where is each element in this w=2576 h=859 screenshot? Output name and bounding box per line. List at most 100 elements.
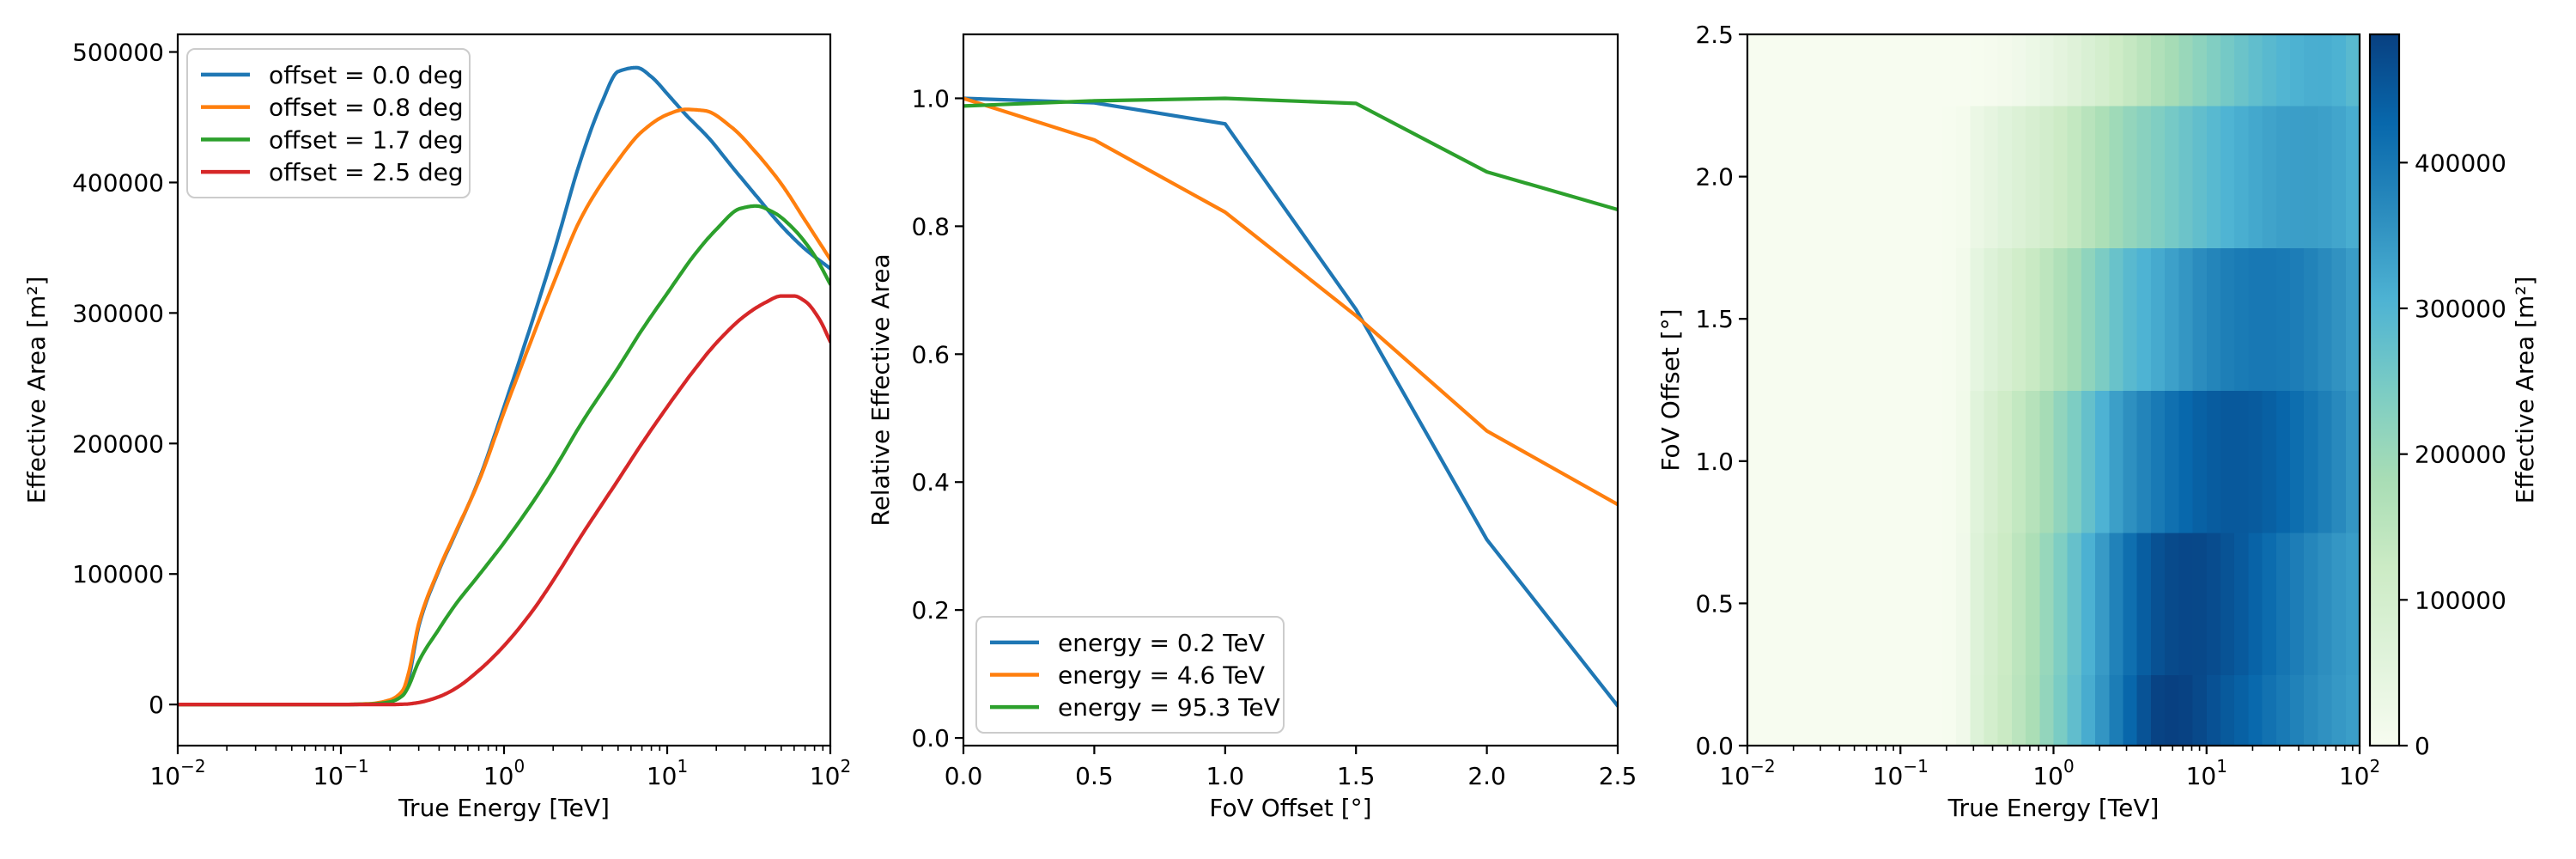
heatmap-cell (2095, 247, 2111, 391)
heatmap-cell (1844, 674, 1860, 746)
heatmap-cell (1831, 34, 1846, 107)
heatmap-cell (1956, 247, 1971, 391)
heatmap-cell (2053, 390, 2069, 533)
x-tick-label: 10−1 (1873, 756, 1929, 790)
heatmap-cell (1858, 34, 1874, 107)
series-line (178, 294, 830, 707)
heatmap-cell (2053, 532, 2069, 675)
heatmap-cell (1789, 390, 1804, 533)
heatmap-cell (1747, 532, 1763, 675)
heatmap-cell (2220, 390, 2235, 533)
heatmap-cell (2345, 674, 2360, 746)
x-tick-label: 10−2 (149, 756, 205, 790)
heatmap-cell (2109, 247, 2124, 391)
heatmap-cell (2234, 390, 2250, 533)
x-tick-label: 101 (647, 756, 688, 790)
y-tick-label: 0 (149, 691, 164, 719)
heatmap-cell (2289, 105, 2305, 249)
heatmap-cell (1831, 390, 1846, 533)
heatmap-cell (2192, 390, 2208, 533)
heatmap-cell (2248, 390, 2263, 533)
y-tick-label: 1.0 (1695, 448, 1734, 476)
heatmap-cell (2026, 34, 2041, 107)
heatmap-cell (1941, 247, 1957, 391)
heatmap-cell (1941, 105, 1957, 249)
y-tick-label: 2.5 (1695, 21, 1734, 49)
heatmap-cell (2178, 390, 2194, 533)
heatmap-cell (2150, 674, 2166, 746)
heatmap-cell (2136, 532, 2152, 675)
colorbar-tick-label: 0 (2415, 732, 2430, 760)
heatmap-cell (1886, 247, 1902, 391)
heatmap-cell (2011, 532, 2026, 675)
y-tick-label: 1.5 (1695, 305, 1734, 333)
heatmap-cell (2039, 247, 2055, 391)
axis-ticks (955, 97, 1619, 754)
heatmap-cell (2095, 34, 2111, 107)
heatmap-cell (2067, 247, 2082, 391)
heatmap-cell (1817, 105, 1832, 249)
heatmap-cell (2318, 674, 2333, 746)
heatmap-cell (1844, 105, 1860, 249)
heatmap-cell (1817, 390, 1832, 533)
heatmap-cell (1900, 532, 1916, 675)
heatmap-cell (2067, 105, 2082, 249)
heatmap-cell (2262, 532, 2277, 675)
colorbar-tick-label: 300000 (2415, 295, 2506, 323)
heatmap-cell (2053, 247, 2069, 391)
heatmap-cell (2248, 532, 2263, 675)
heatmap-cell (1914, 390, 1929, 533)
heatmap-cell (2067, 390, 2082, 533)
heatmap-cell (2123, 105, 2138, 249)
heatmap-cell (2331, 105, 2347, 249)
heatmap-cell (1956, 105, 1971, 249)
heatmap-cell (2234, 105, 2250, 249)
heatmap-cell (2178, 532, 2194, 675)
heatmap-cell (1997, 34, 2013, 107)
heatmap-cell (2165, 674, 2180, 746)
heatmap-cell (2262, 105, 2277, 249)
legend-entry-label: offset = 0.0 deg (269, 61, 464, 89)
plot-area (178, 65, 830, 707)
heatmap-cell (1747, 674, 1763, 746)
heatmap-cell (2095, 532, 2111, 675)
heatmap-cell (2262, 34, 2277, 107)
heatmap-cell (2289, 390, 2305, 533)
heatmap-cell (2248, 105, 2263, 249)
heatmap-cell (1775, 247, 1790, 391)
heatmap-cell (2039, 532, 2055, 675)
heatmap-cell (1970, 247, 1985, 391)
heatmap-cell (2109, 674, 2124, 746)
x-tick-label: 0.0 (945, 762, 983, 790)
heatmap-cell (1928, 247, 1943, 391)
heatmap-cell (2318, 34, 2333, 107)
heatmap-cell (2081, 674, 2096, 746)
heatmap-cell (1997, 674, 2013, 746)
y-tick-label: 0.2 (911, 596, 950, 624)
heatmap-cell (2234, 674, 2250, 746)
x-tick-label: 2.0 (1467, 762, 1506, 790)
heatmap-cell (2331, 532, 2347, 675)
heatmap-cell (1789, 34, 1804, 107)
heatmap-cell (2109, 532, 2124, 675)
heatmap-cell (1872, 105, 1887, 249)
heatmap-cell (2150, 390, 2166, 533)
heatmap-cell (1941, 532, 1957, 675)
heatmap-cell (2150, 105, 2166, 249)
heatmap-cell (2165, 247, 2180, 391)
heatmap-cell (1747, 390, 1763, 533)
legend: offset = 0.0 deg offset = 0.8 deg offset =… (186, 48, 471, 198)
heatmap-cell (1970, 674, 1985, 746)
heatmap-cell (1831, 105, 1846, 249)
heatmap-cell (2053, 674, 2069, 746)
heatmap-cell (2345, 105, 2360, 249)
heatmap-cell (2345, 390, 2360, 533)
heatmap-cell (2123, 674, 2138, 746)
colorbar-gradient (2370, 34, 2399, 746)
heatmap-cell (2165, 532, 2180, 675)
heatmap-cell (2206, 532, 2221, 675)
heatmap-cell (2304, 34, 2319, 107)
heatmap-cell (2026, 674, 2041, 746)
heatmap-cell (1997, 532, 2013, 675)
heatmap-cell (2345, 34, 2360, 107)
